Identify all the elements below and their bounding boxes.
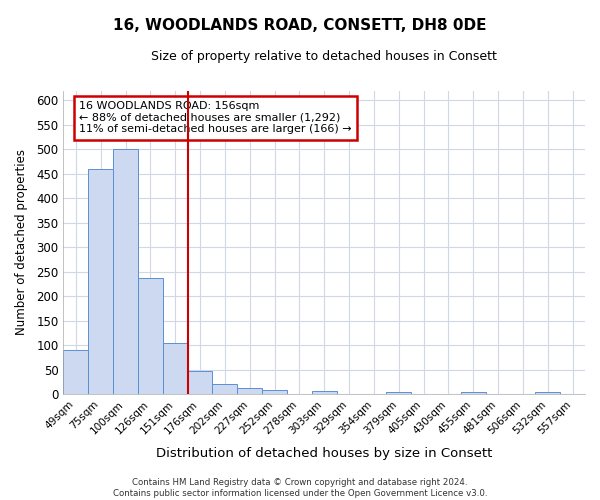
Bar bbox=[237, 388, 262, 394]
Bar bbox=[535, 392, 560, 394]
Bar bbox=[312, 391, 337, 394]
X-axis label: Distribution of detached houses by size in Consett: Distribution of detached houses by size … bbox=[156, 447, 493, 460]
Y-axis label: Number of detached properties: Number of detached properties bbox=[15, 150, 28, 336]
Bar bbox=[461, 392, 485, 394]
Bar bbox=[113, 150, 138, 394]
Bar bbox=[188, 371, 212, 394]
Bar bbox=[386, 392, 411, 394]
Text: 16, WOODLANDS ROAD, CONSETT, DH8 0DE: 16, WOODLANDS ROAD, CONSETT, DH8 0DE bbox=[113, 18, 487, 32]
Text: 16 WOODLANDS ROAD: 156sqm
← 88% of detached houses are smaller (1,292)
11% of se: 16 WOODLANDS ROAD: 156sqm ← 88% of detac… bbox=[79, 101, 352, 134]
Bar bbox=[163, 343, 188, 394]
Bar bbox=[138, 278, 163, 394]
Bar bbox=[262, 390, 287, 394]
Bar bbox=[212, 384, 237, 394]
Bar bbox=[88, 169, 113, 394]
Text: Contains HM Land Registry data © Crown copyright and database right 2024.
Contai: Contains HM Land Registry data © Crown c… bbox=[113, 478, 487, 498]
Bar bbox=[64, 350, 88, 394]
Title: Size of property relative to detached houses in Consett: Size of property relative to detached ho… bbox=[151, 50, 497, 63]
